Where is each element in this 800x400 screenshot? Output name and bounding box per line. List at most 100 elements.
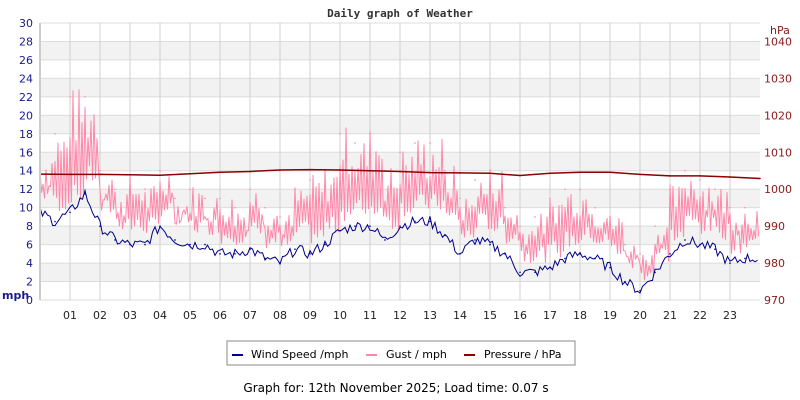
wind-point [714, 248, 716, 251]
pressure-point [129, 173, 131, 176]
gust-point [699, 179, 701, 181]
wind-point [99, 225, 101, 227]
y-tick-label: 4 [26, 257, 33, 270]
wind-point [54, 220, 56, 223]
y2-tick-label: 1040 [764, 35, 792, 48]
y-tick-label: 12 [19, 183, 33, 196]
wind-point [219, 253, 221, 255]
left-axis-label: mph [2, 289, 29, 302]
y-tick-label: 16 [19, 146, 33, 159]
x-tick-label: 20 [633, 309, 647, 322]
gust-point [579, 188, 581, 190]
wind-point [279, 262, 281, 264]
pressure-point [279, 169, 281, 171]
pressure-point [519, 174, 521, 177]
pressure-point [729, 176, 731, 178]
legend: Wind Speed /mph Gust / mph Pressure / hP… [226, 340, 576, 366]
wind-point [69, 211, 71, 214]
x-tick-label: 12 [393, 309, 407, 322]
wind-point [729, 262, 731, 264]
pressure-point [339, 169, 341, 171]
gust-point [294, 188, 296, 190]
gust-point [114, 188, 116, 190]
x-tick-label: 21 [663, 309, 677, 322]
x-tick-label: 18 [573, 309, 587, 322]
x-tick-label: 02 [93, 309, 107, 322]
y-tick-label: 18 [19, 128, 33, 141]
wind-point [399, 225, 401, 227]
pressure-point [579, 171, 581, 174]
y-tick-label: 22 [19, 91, 33, 104]
x-tick-label: 17 [543, 309, 557, 322]
gust-point [399, 151, 401, 154]
wind-point [684, 239, 686, 241]
wind-point [624, 280, 626, 283]
gust-point [504, 206, 506, 209]
legend-pressure: Pressure / hPa [484, 348, 562, 361]
y2-tick-label: 970 [764, 294, 785, 307]
gust-point [624, 243, 626, 246]
y-tick-label: 26 [19, 54, 33, 67]
pressure-point [189, 172, 191, 175]
gust-point [204, 197, 206, 200]
wind-point [84, 193, 86, 195]
y-tick-label: 20 [19, 109, 33, 122]
gust-point [744, 206, 746, 209]
gust-point [639, 253, 641, 255]
x-tick-label: 11 [363, 309, 377, 322]
pressure-point [429, 171, 431, 174]
y-tick-label: 28 [19, 35, 33, 48]
wind-point [414, 220, 416, 223]
wind-point [744, 257, 746, 260]
wind-point [489, 243, 491, 246]
y-tick-label: 14 [19, 165, 33, 178]
wind-point [159, 225, 161, 227]
pressure-point [249, 170, 251, 173]
wind-point [519, 271, 521, 274]
gust-point [414, 142, 416, 144]
y-tick-label: 0 [26, 294, 33, 307]
gust-point [174, 197, 176, 200]
y2-tick-label: 1030 [764, 72, 792, 85]
wind-point [459, 253, 461, 255]
gust-point [549, 197, 551, 200]
pressure-point [759, 177, 761, 180]
gust-point [309, 179, 311, 181]
y-tick-label: 24 [19, 72, 33, 85]
gust-point [189, 188, 191, 190]
x-tick-label: 07 [243, 309, 257, 322]
gust-point [54, 133, 56, 135]
wind-point [339, 229, 341, 232]
wind-point [579, 253, 581, 255]
y2-tick-label: 980 [764, 257, 785, 270]
x-tick-label: 05 [183, 309, 197, 322]
gust-point [249, 188, 251, 190]
gust-point [144, 188, 146, 190]
x-tick-label: 19 [603, 309, 617, 322]
legend-gust: Gust / mph [386, 348, 447, 361]
pressure-point [399, 170, 401, 173]
gust-point [129, 179, 131, 181]
gust-point [594, 206, 596, 209]
wind-point [369, 225, 371, 227]
x-tick-label: 06 [213, 309, 227, 322]
gust-point [714, 188, 716, 190]
x-tick-label: 10 [333, 309, 347, 322]
wind-point [144, 243, 146, 246]
pressure-point [219, 171, 221, 174]
pressure-point [459, 172, 461, 174]
y-tick-label: 8 [26, 220, 33, 233]
wind-point [354, 225, 356, 227]
gust-point [354, 142, 356, 144]
pressure-point [489, 172, 491, 175]
wind-point [234, 253, 236, 255]
wind-point [204, 243, 206, 246]
x-tick-label: 04 [153, 309, 167, 322]
pressure-point [159, 174, 161, 176]
gust-point [69, 96, 71, 98]
right-axis-label: hPa [770, 24, 790, 37]
wind-series-line [39, 188, 758, 294]
wind-point [444, 234, 446, 237]
gust-point [279, 216, 281, 218]
x-tick-label: 23 [723, 309, 737, 322]
